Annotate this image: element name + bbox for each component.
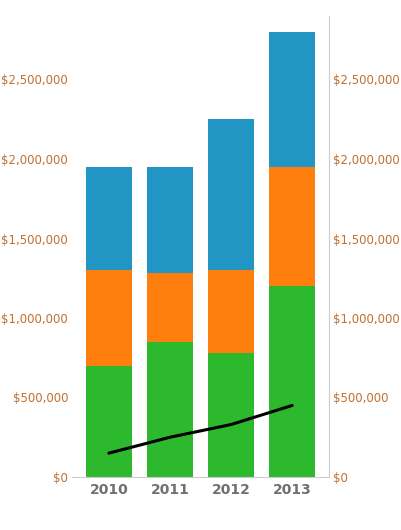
Bar — [86, 366, 132, 477]
Bar — [269, 32, 315, 167]
Bar — [208, 353, 254, 477]
Bar — [208, 119, 254, 270]
Bar — [269, 286, 315, 477]
Bar — [86, 270, 132, 366]
Bar — [147, 167, 193, 273]
Bar — [86, 167, 132, 270]
Bar — [208, 270, 254, 353]
Bar — [269, 167, 315, 286]
Bar — [147, 273, 193, 342]
Bar — [147, 342, 193, 477]
